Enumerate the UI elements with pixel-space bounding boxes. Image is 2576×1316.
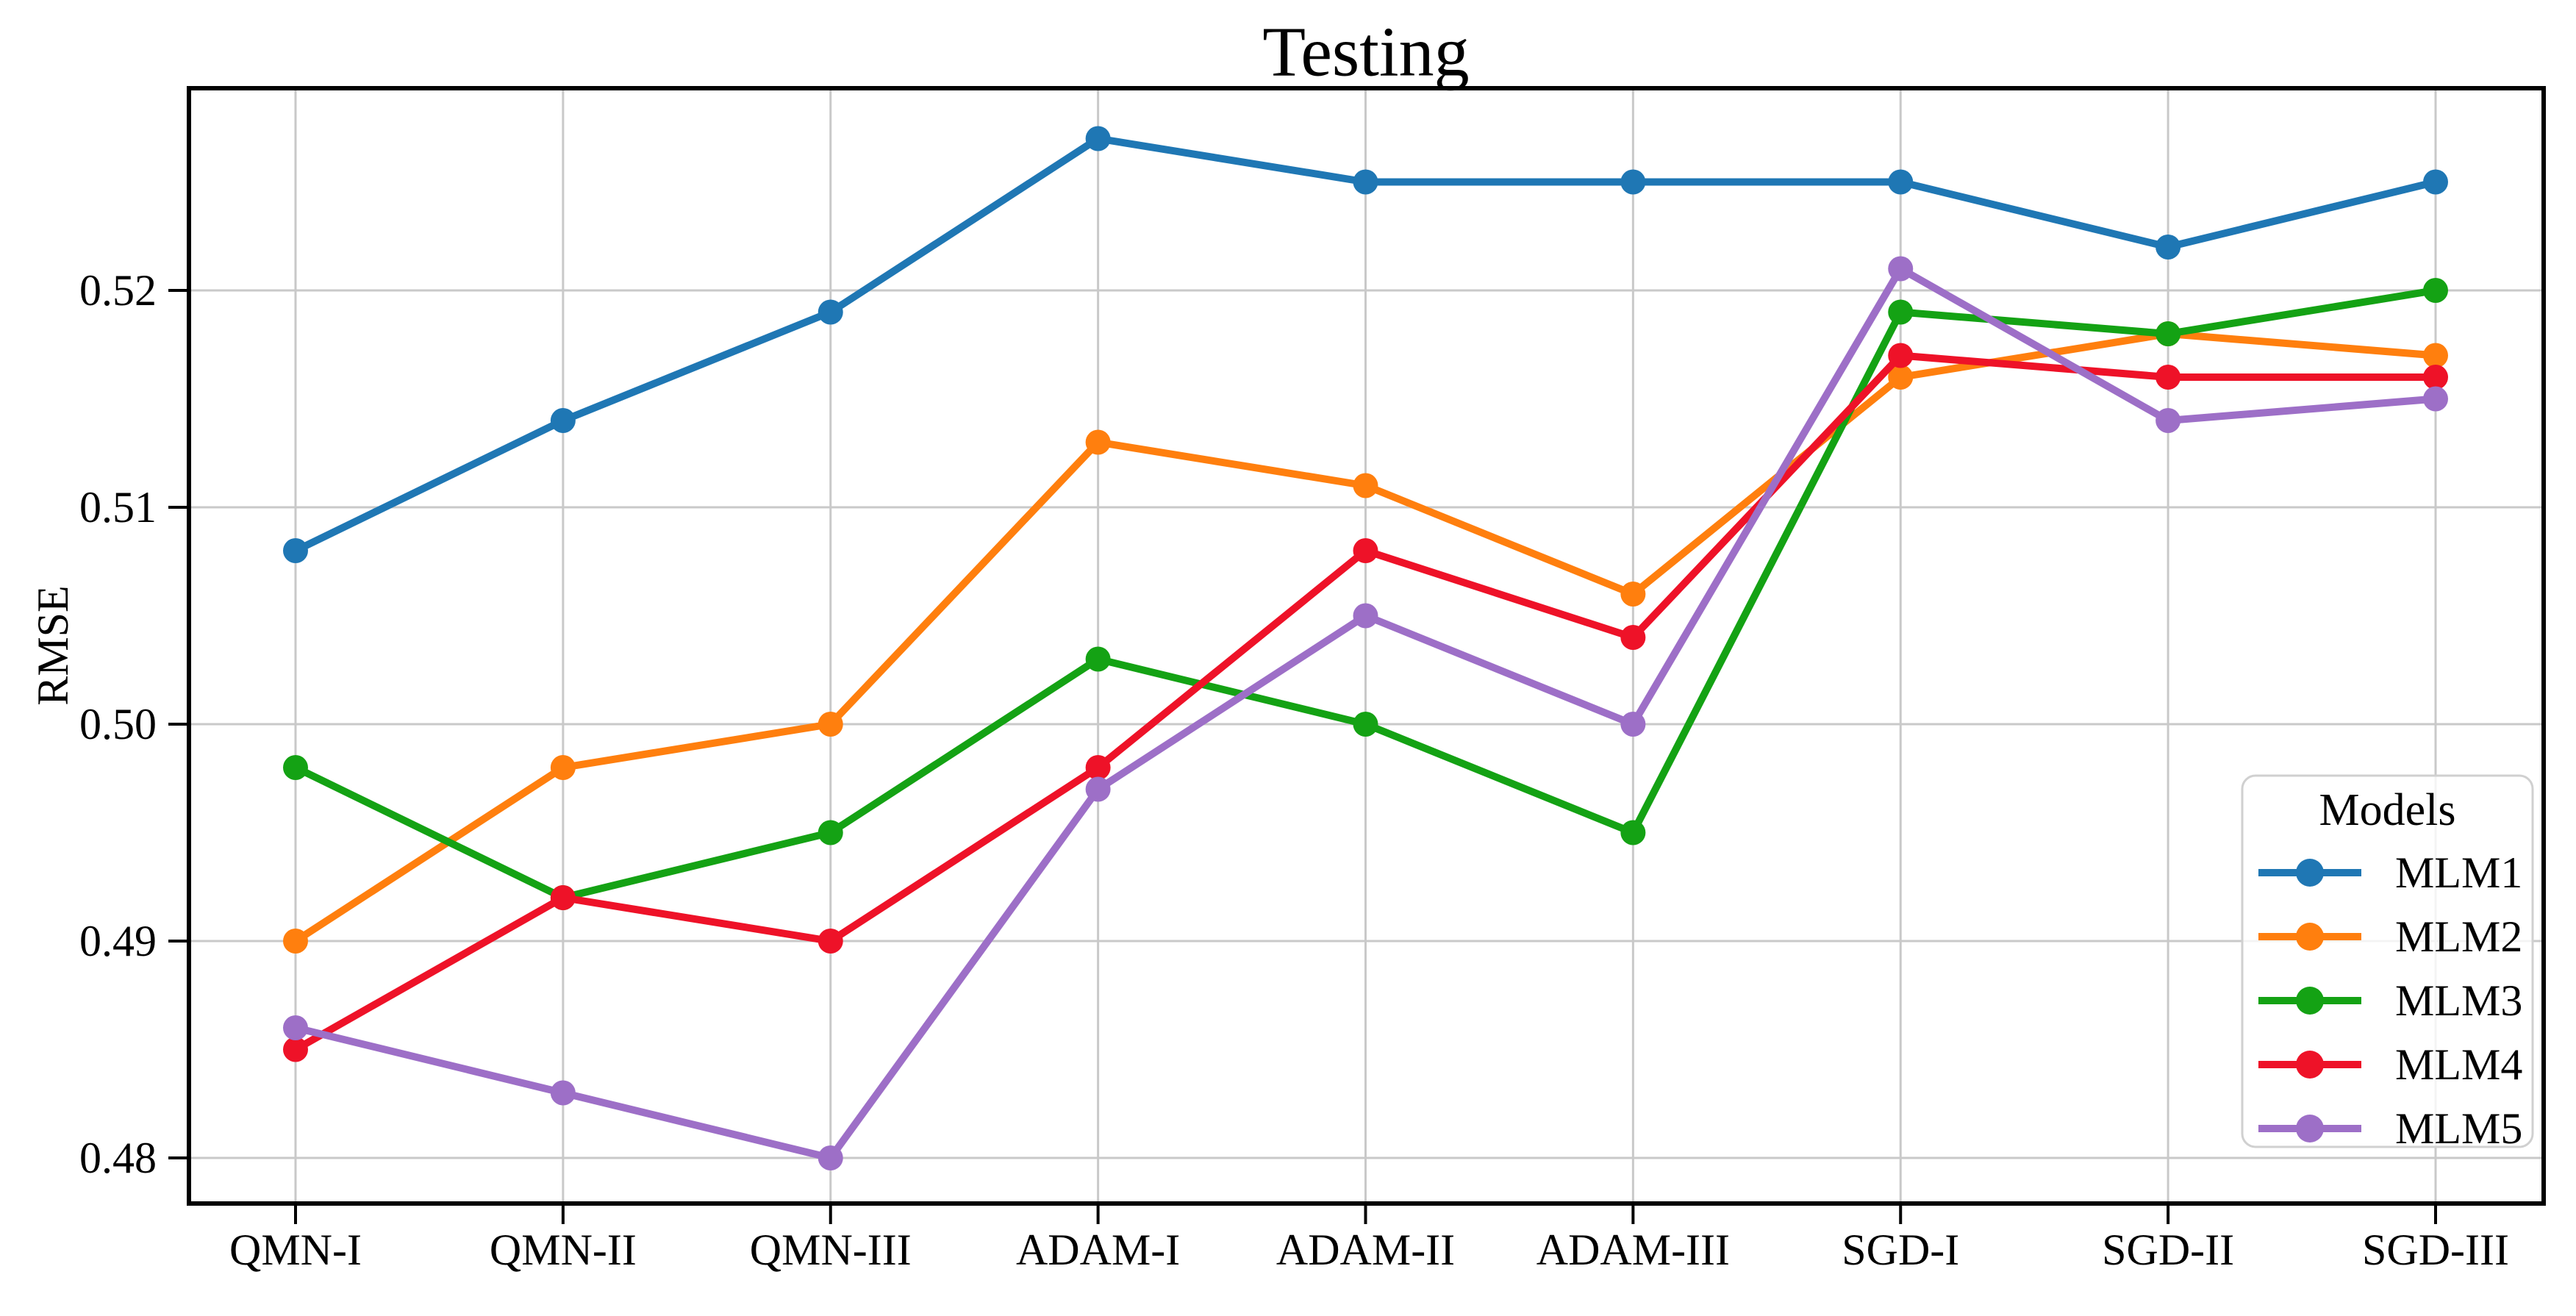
- data-point-mlm5: [283, 1015, 308, 1040]
- data-point-mlm1: [817, 299, 843, 325]
- data-point-mlm3: [2423, 278, 2448, 303]
- data-point-mlm1: [550, 408, 576, 433]
- data-point-mlm2: [817, 712, 843, 737]
- data-point-mlm3: [1085, 646, 1111, 672]
- data-point-mlm1: [283, 538, 308, 563]
- legend-marker-dot: [2296, 1115, 2324, 1142]
- data-point-mlm3: [283, 755, 308, 780]
- data-point-mlm1: [1085, 126, 1111, 151]
- data-point-mlm1: [2155, 235, 2181, 260]
- y-tick-label: 0.50: [79, 700, 157, 748]
- gridlines-layer: [189, 88, 2544, 1204]
- data-point-mlm1: [1353, 169, 1378, 195]
- data-point-mlm2: [1888, 365, 1914, 390]
- y-tick-label: 0.49: [79, 917, 157, 965]
- series-layer: [283, 126, 2448, 1170]
- data-point-mlm3: [1353, 712, 1378, 737]
- data-point-mlm4: [1620, 625, 1646, 650]
- y-axis-label: RMSE: [29, 585, 77, 705]
- legend-label: MLM2: [2395, 912, 2522, 961]
- x-tick-label: QMN-I: [229, 1226, 362, 1274]
- data-point-mlm1: [1888, 169, 1914, 195]
- y-tick-label: 0.51: [79, 483, 157, 532]
- data-point-mlm2: [2423, 343, 2448, 368]
- x-tick-label: SGD-I: [1842, 1226, 1959, 1274]
- legend-label: MLM3: [2395, 976, 2522, 1025]
- legend-marker-dot: [2296, 923, 2324, 951]
- x-tick-label: SGD-II: [2102, 1226, 2234, 1274]
- data-point-mlm2: [550, 755, 576, 780]
- y-tick-label: 0.52: [79, 266, 157, 315]
- data-point-mlm2: [1085, 429, 1111, 455]
- data-point-mlm5: [2155, 408, 2181, 433]
- data-point-mlm4: [283, 1037, 308, 1062]
- legend-title: Models: [2319, 785, 2456, 835]
- data-point-mlm4: [1085, 755, 1111, 780]
- data-point-mlm4: [2423, 365, 2448, 390]
- data-point-mlm5: [550, 1080, 576, 1106]
- legend-marker-dot: [2296, 987, 2324, 1015]
- data-point-mlm5: [1888, 256, 1914, 282]
- data-point-mlm5: [1353, 603, 1378, 629]
- legend-label: MLM4: [2395, 1040, 2522, 1089]
- data-point-mlm5: [2423, 386, 2448, 412]
- x-tick-label: QMN-II: [490, 1226, 637, 1274]
- legend-label: MLM5: [2395, 1104, 2522, 1153]
- x-tick-label: ADAM-I: [1016, 1226, 1180, 1274]
- data-point-mlm1: [1620, 169, 1646, 195]
- data-point-mlm4: [1353, 538, 1378, 563]
- data-point-mlm2: [283, 929, 308, 954]
- chart-title: Testing: [1262, 12, 1469, 91]
- data-point-mlm2: [1353, 473, 1378, 498]
- x-tick-label: SGD-III: [2362, 1226, 2509, 1274]
- axes-layer: 0.48 0.49 0.50 0.51 0.52 QMN-I QMN-II QMN-III AD…: [79, 86, 2546, 1274]
- legend-marker-dot: [2296, 1051, 2324, 1079]
- data-point-mlm4: [550, 885, 576, 910]
- data-point-mlm5: [1085, 776, 1111, 802]
- data-point-mlm3: [1888, 299, 1914, 325]
- y-tick-label: 0.48: [79, 1134, 157, 1182]
- legend-marker-dot: [2296, 859, 2324, 887]
- x-tick-label: QMN-III: [750, 1226, 912, 1274]
- data-point-mlm5: [1620, 712, 1646, 737]
- legend: Models MLM1 MLM2 MLM3 MLM4 MLM5: [2241, 774, 2534, 1153]
- data-point-mlm2: [1620, 582, 1646, 607]
- data-point-mlm4: [2155, 365, 2181, 390]
- data-point-mlm3: [817, 820, 843, 845]
- data-point-mlm1: [2423, 169, 2448, 195]
- legend-label: MLM1: [2395, 848, 2522, 897]
- data-point-mlm5: [817, 1145, 843, 1170]
- x-tick-label: ADAM-III: [1536, 1226, 1730, 1274]
- data-point-mlm4: [1888, 343, 1914, 368]
- data-point-mlm4: [817, 929, 843, 954]
- data-point-mlm3: [1620, 820, 1646, 845]
- x-tick-label: ADAM-II: [1276, 1226, 1455, 1274]
- data-point-mlm3: [2155, 321, 2181, 346]
